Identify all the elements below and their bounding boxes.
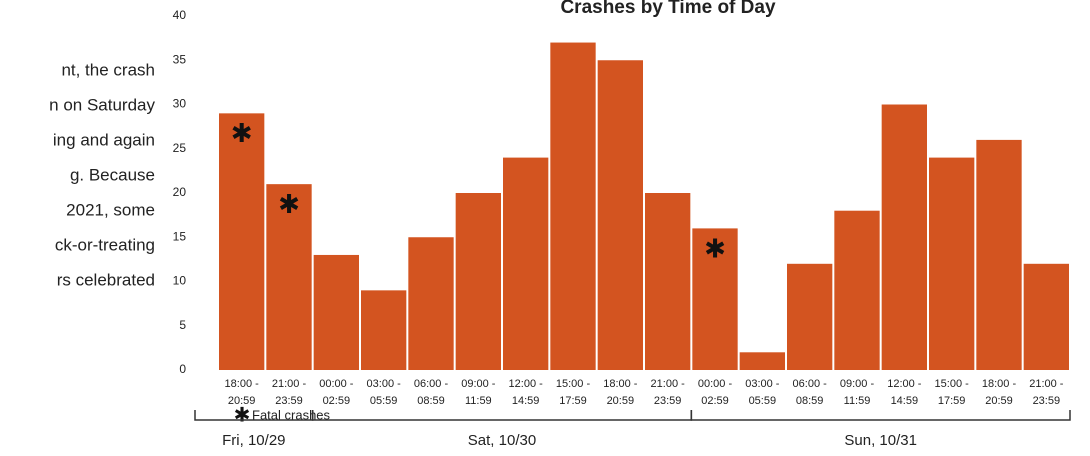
x-tick-label: 21:00 - [651, 378, 686, 390]
bar [929, 157, 975, 370]
x-tick-label: 23:59 [654, 395, 682, 407]
x-tick-label: 12:00 - [887, 378, 922, 390]
x-tick-label: 05:59 [370, 395, 398, 407]
bar [219, 113, 265, 370]
legend-label: Fatal crashes [252, 407, 331, 422]
y-tick-label: 30 [173, 97, 187, 111]
fatal-marker: ✱ [231, 118, 253, 148]
x-tick-label: 21:00 - [1029, 378, 1064, 390]
x-tick-label: 11:59 [465, 395, 492, 407]
x-tick-label: 05:59 [749, 395, 777, 407]
y-tick-label: 5 [179, 318, 186, 332]
fatal-marker: ✱ [278, 189, 300, 219]
y-tick-label: 35 [173, 52, 187, 66]
x-tick-label: 18:00 - [982, 378, 1017, 390]
bar [361, 290, 407, 370]
x-tick-label: 00:00 - [698, 378, 733, 390]
x-tick-label: 21:00 - [272, 378, 307, 390]
group-label: Fri, 10/29 [222, 432, 285, 449]
bar [313, 254, 359, 370]
x-tick-label: 08:59 [417, 395, 445, 407]
x-tick-label: 08:59 [796, 395, 824, 407]
bar [1023, 263, 1069, 370]
x-tick-label: 15:00 - [556, 378, 591, 390]
x-tick-label: 14:59 [891, 395, 919, 407]
paragraph-line: ck-or-treating [55, 235, 155, 254]
x-tick-label: 20:59 [985, 395, 1013, 407]
bar [550, 42, 596, 371]
bar [692, 228, 738, 370]
x-tick-label: 15:00 - [935, 378, 970, 390]
bar [503, 157, 549, 370]
bar [834, 210, 880, 370]
bar [739, 352, 785, 370]
x-tick-label: 11:59 [844, 395, 871, 407]
x-tick-label: 02:59 [323, 395, 351, 407]
x-tick-label: 17:59 [938, 395, 966, 407]
y-tick-label: 0 [179, 362, 186, 376]
chart-title: Crashes by Time of Day [560, 0, 776, 18]
x-tick-label: 12:00 - [509, 378, 544, 390]
legend-marker: ✱ [234, 404, 251, 426]
group-bracket [311, 410, 693, 421]
paragraph-line: ing and again [53, 130, 155, 149]
x-tick-label: 18:00 - [603, 378, 638, 390]
bar [597, 60, 643, 370]
bar [645, 193, 691, 370]
paragraph-line: g. Because [70, 165, 155, 184]
group-label: Sat, 10/30 [468, 432, 536, 449]
bar [408, 237, 454, 370]
y-tick-label: 40 [173, 8, 187, 22]
group-label: Sun, 10/31 [844, 432, 917, 449]
x-tick-label: 02:59 [701, 395, 729, 407]
paragraph-line: nt, the crash [61, 60, 155, 79]
x-tick-label: 03:00 - [745, 378, 780, 390]
bar [455, 193, 501, 370]
x-tick-label: 17:59 [559, 395, 587, 407]
x-tick-label: 14:59 [512, 395, 540, 407]
x-tick-label: 00:00 - [319, 378, 354, 390]
x-tick-label: 09:00 - [461, 378, 496, 390]
y-tick-label: 20 [173, 185, 187, 199]
x-tick-label: 03:00 - [367, 378, 402, 390]
bar [787, 263, 833, 370]
x-tick-label: 23:59 [1033, 395, 1061, 407]
x-tick-label: 09:00 - [840, 378, 875, 390]
paragraph-line: 2021, some [66, 200, 155, 219]
bar [881, 104, 927, 370]
group-bracket [690, 410, 1071, 421]
y-tick-label: 10 [173, 274, 187, 288]
x-tick-label: 18:00 - [225, 378, 260, 390]
x-tick-label: 06:00 - [414, 378, 449, 390]
x-tick-label: 20:59 [228, 395, 256, 407]
bar [266, 184, 312, 370]
x-tick-label: 06:00 - [793, 378, 828, 390]
bar [976, 139, 1022, 370]
paragraph-line: n on Saturday [49, 95, 155, 114]
x-tick-label: 23:59 [275, 395, 303, 407]
fatal-marker: ✱ [704, 233, 726, 263]
y-tick-label: 25 [173, 141, 187, 155]
paragraph-line: rs celebrated [57, 270, 155, 289]
y-tick-label: 15 [173, 229, 187, 243]
x-tick-label: 20:59 [607, 395, 635, 407]
